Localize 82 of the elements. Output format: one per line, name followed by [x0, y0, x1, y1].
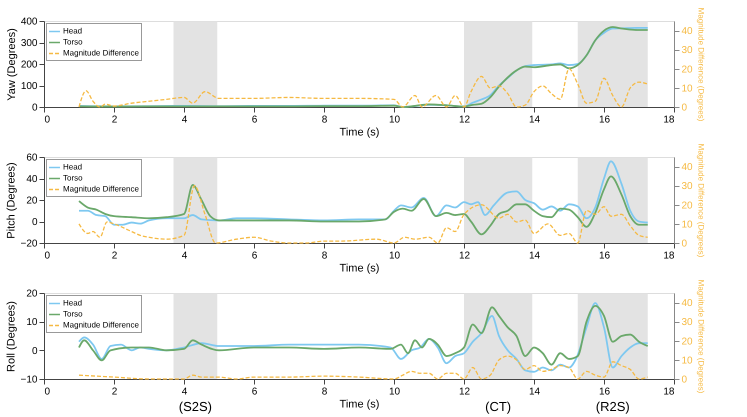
legend-label: Head [63, 298, 82, 308]
legend-label: Head [63, 26, 82, 36]
x-tick-label: 8 [322, 386, 328, 398]
y2-tick-label: 0 [682, 102, 688, 114]
x-tick-label: 8 [322, 250, 328, 262]
legend-label: Magnitude Difference [63, 320, 140, 330]
x-tick-label: 6 [252, 250, 258, 262]
y-tick-label: 0 [32, 346, 38, 357]
y-tick-label: −10 [20, 374, 38, 386]
y-tick-label: 200 [20, 60, 38, 70]
x-tick-label: 12 [458, 250, 470, 262]
y-axis-title: Roll (Degrees) [6, 301, 18, 372]
x-tick-label: 16 [598, 250, 610, 262]
y2-tick-label: 20 [682, 64, 694, 76]
x-tick-label: 16 [598, 114, 610, 126]
x-axis-title: Time (s) [340, 398, 380, 410]
y-tick-label: 300 [20, 38, 38, 49]
x-tick-label: 10 [388, 114, 400, 126]
y2-tick-label: 10 [682, 83, 694, 94]
band-label: (CT) [485, 399, 512, 414]
x-tick-label: 2 [112, 386, 118, 398]
y2-axis-title: Magnitude Difference (Degrees) [696, 144, 706, 258]
legend-label: Magnitude Difference [63, 48, 140, 58]
x-tick-label: 10 [388, 386, 400, 398]
legend-label: Head [63, 162, 82, 172]
x-tick-label: 0 [44, 114, 50, 126]
x-tick-label: 14 [528, 386, 540, 398]
y2-tick-label: 10 [682, 219, 694, 230]
y-tick-label: 10 [26, 317, 38, 328]
band-label: (S2S) [178, 399, 212, 414]
y-tick-label: 0 [32, 217, 38, 228]
x-tick-label: 4 [182, 386, 188, 398]
x-tick-label: 6 [252, 114, 258, 126]
y2-tick-label: 40 [682, 26, 694, 38]
y-tick-label: 60 [26, 152, 38, 164]
x-tick-label: 0 [44, 250, 50, 262]
y2-tick-label: 30 [682, 181, 694, 192]
x-tick-label: 4 [182, 114, 188, 126]
x-tick-label: 18 [663, 114, 675, 126]
x-tick-label: 6 [252, 386, 258, 398]
x-tick-label: 2 [112, 114, 118, 126]
x-tick-label: 18 [663, 386, 675, 398]
x-tick-label: 10 [388, 250, 400, 262]
y2-tick-label: 40 [682, 162, 694, 174]
y-tick-label: 400 [20, 16, 38, 28]
x-tick-label: 0 [44, 386, 50, 398]
band-label: (R2S) [596, 399, 630, 414]
x-tick-label: 14 [528, 114, 540, 126]
y-axis-title: Yaw (Degrees) [6, 28, 18, 101]
x-tick-label: 18 [663, 250, 675, 262]
legend-label: Torso [63, 310, 84, 318]
y2-axis-title: Magnitude Difference (Degrees) [696, 280, 706, 394]
x-axis-title: Time (s) [340, 262, 380, 274]
y-tick-label: −20 [20, 238, 38, 250]
x-tick-label: 4 [182, 250, 188, 262]
y2-axis-title: Magnitude Difference (Degrees) [696, 8, 706, 122]
y2-tick-label: 30 [682, 317, 694, 328]
x-tick-label: 12 [458, 114, 470, 126]
x-tick-label: 8 [322, 114, 328, 126]
line-series [78, 68, 648, 108]
y2-tick-label: 10 [682, 355, 694, 366]
x-tick-label: 2 [112, 250, 118, 262]
y-tick-label: 40 [26, 174, 38, 185]
x-tick-label: 14 [528, 250, 540, 262]
y2-tick-label: 0 [682, 238, 688, 250]
y-tick-label: 20 [26, 288, 38, 300]
x-tick-label: 12 [458, 386, 470, 398]
y-tick-label: 20 [26, 196, 38, 206]
x-tick-label: 16 [598, 386, 610, 398]
y2-tick-label: 20 [682, 200, 694, 212]
y2-tick-label: 0 [682, 374, 688, 386]
y-tick-label: 0 [32, 102, 38, 114]
y2-tick-label: 40 [682, 298, 694, 310]
y2-tick-label: 20 [682, 336, 694, 348]
line-series [78, 355, 648, 380]
y2-tick-label: 30 [682, 45, 694, 56]
y-axis-title: Pitch (Degrees) [6, 162, 18, 239]
x-axis-title: Time (s) [340, 126, 380, 138]
legend-label: Torso [63, 38, 84, 46]
legend-label: Magnitude Difference [63, 184, 140, 194]
y-tick-label: 100 [20, 81, 38, 92]
legend-label: Torso [63, 174, 84, 182]
